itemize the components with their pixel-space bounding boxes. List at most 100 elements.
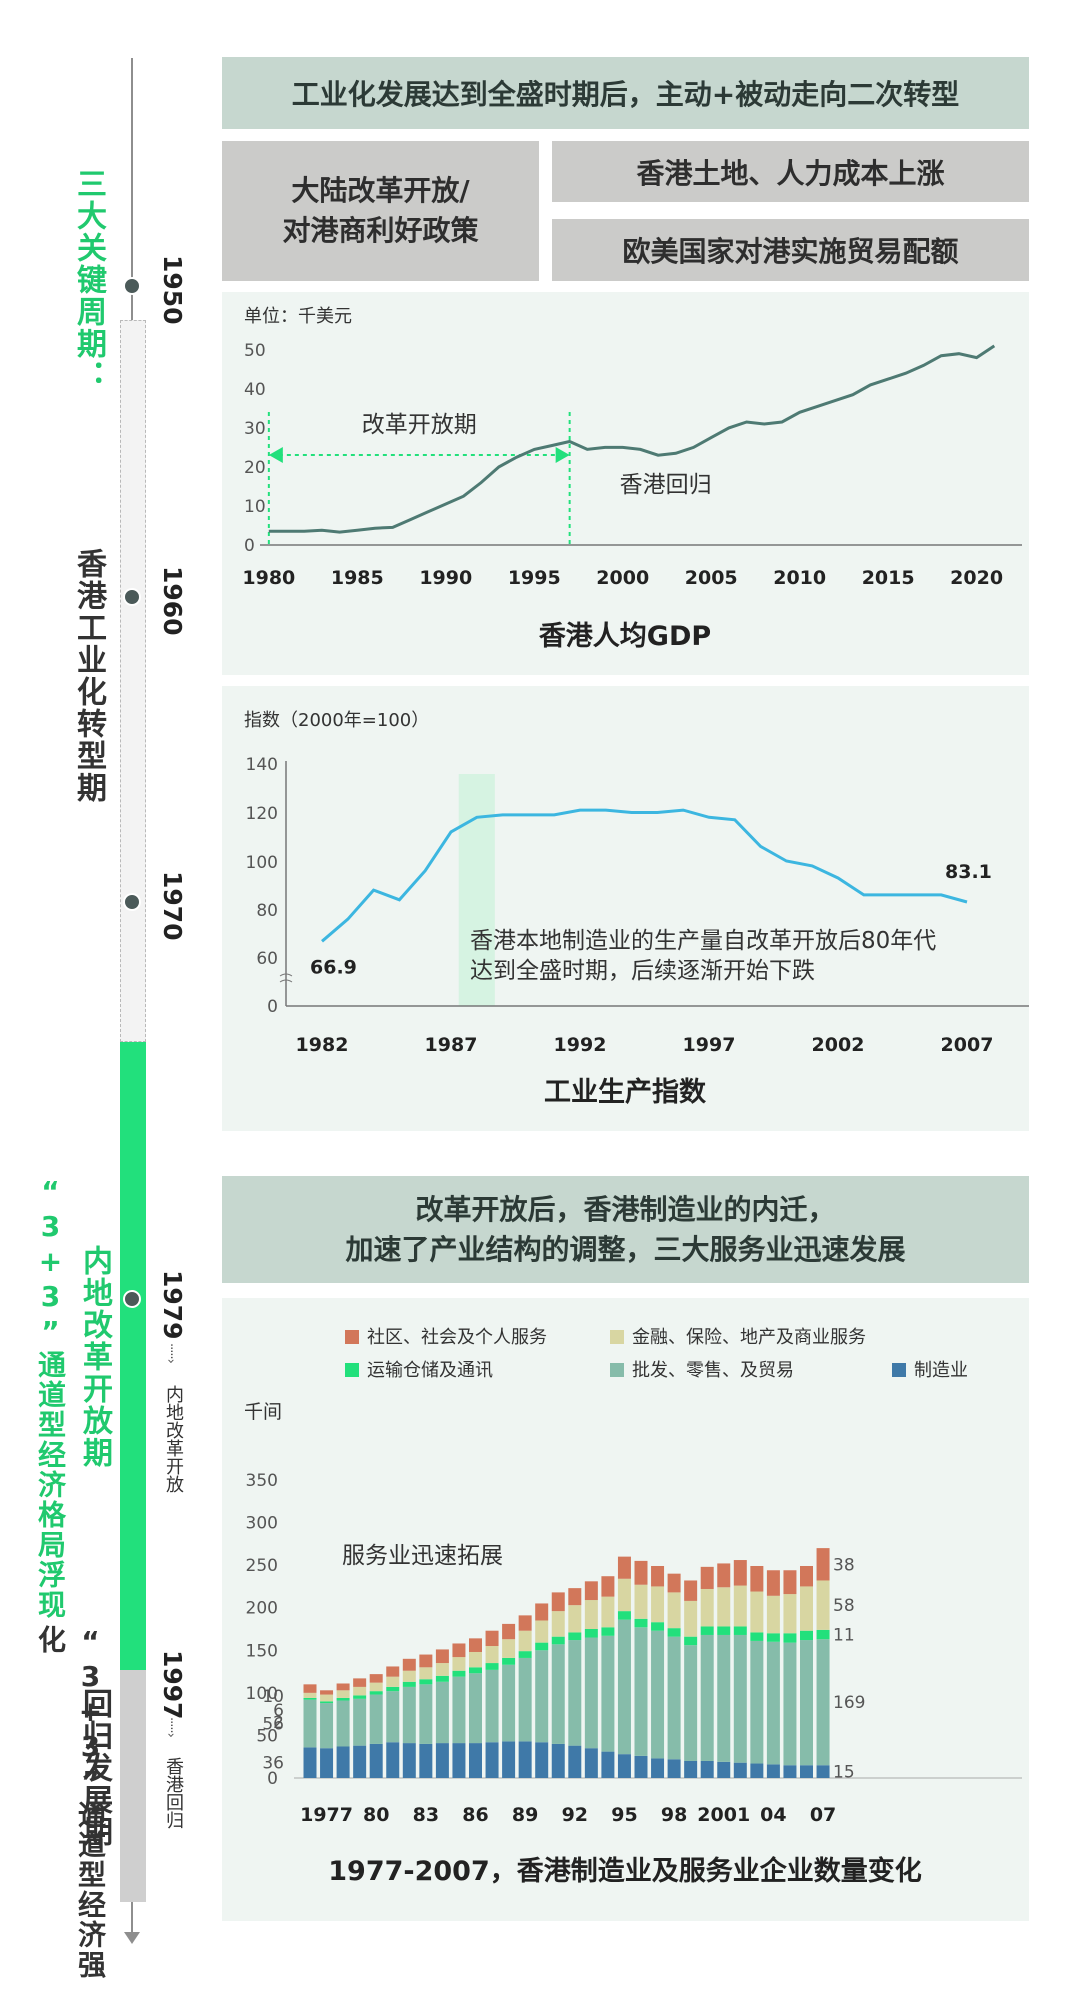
gdp-xtick-5: 2005 [685, 567, 738, 589]
gdp-arrow-left-icon [268, 447, 283, 463]
bar-2004-s0 [766, 1764, 780, 1778]
bar-1995-s2 [617, 1611, 631, 1620]
bar-1997-s1 [651, 1630, 665, 1759]
first-bar-label-0: 36 [262, 1754, 284, 1774]
bar-1998-s3 [667, 1592, 681, 1629]
bar-1986-s4 [469, 1638, 482, 1652]
bar-1977-s4 [320, 1690, 334, 1695]
bar-1980-s1 [369, 1694, 383, 1744]
enterprise-ytick-4: 200 [246, 1599, 278, 1619]
enterprise-x-ticks: 1977 80 83 86 89 92 95 98 2001 04 07 [300, 1804, 836, 1826]
bar-1983-s3 [419, 1667, 433, 1680]
bar-1989-s3 [518, 1630, 532, 1652]
bar-1999-s1 [684, 1645, 698, 1761]
bar-1983-s1 [419, 1684, 433, 1744]
bar-2005-s3 [783, 1594, 797, 1634]
bar-2006-s0 [800, 1765, 813, 1778]
bar-1990-s0 [535, 1742, 549, 1778]
bar-1997-s2 [651, 1622, 665, 1631]
bar-1979-s1 [353, 1698, 367, 1746]
bar-1988-s1 [502, 1664, 516, 1742]
bar-1994-s2 [601, 1627, 615, 1636]
bar-1991-s0 [551, 1743, 565, 1778]
bar-1997-s3 [651, 1586, 665, 1623]
bar-1997-s0 [651, 1758, 665, 1778]
bar-1995-s4 [617, 1556, 631, 1579]
bar-2003-s2 [750, 1632, 764, 1641]
bar-2000-s2 [700, 1626, 714, 1635]
bar-1985-s2 [452, 1670, 466, 1677]
banner-industrial-peak: 工业化发展达到全盛时期后，主动+被动走向二次转型 [222, 57, 1029, 129]
enterprise-y-ticks: 0 50 100 150 200 250 300 350 [246, 1471, 1022, 1789]
enterprise-xtick-2: 83 [413, 1804, 439, 1826]
bar-2004-s4 [766, 1570, 780, 1596]
ipi-peak-highlight [458, 774, 495, 1006]
ipi-unit-label: 指数（2000年=100） [244, 710, 429, 731]
enterprise-xtick-4: 89 [512, 1804, 538, 1826]
bar-1998-s1 [667, 1636, 681, 1760]
bar-1992-s2 [568, 1632, 582, 1641]
bar-1978-s2 [336, 1697, 350, 1701]
bar-2006-s1 [800, 1640, 813, 1766]
period-reform-title: 内地改革开放期 [77, 1245, 112, 1469]
bar-1999-s3 [684, 1600, 698, 1637]
bar-1995-s3 [617, 1578, 631, 1612]
gdp-ytick-0: 0 [244, 536, 255, 556]
bar-2000-s0 [700, 1760, 714, 1778]
bar-1982-s2 [402, 1681, 416, 1687]
bar-1994-s1 [601, 1635, 615, 1752]
bar-1994-s3 [601, 1596, 615, 1628]
enterprise-ytick-1: 50 [256, 1726, 278, 1746]
bar-2000-s3 [700, 1588, 714, 1627]
bar-2003-s1 [750, 1640, 764, 1764]
bar-1992-s3 [568, 1605, 582, 1633]
bar-1996-s2 [634, 1618, 648, 1628]
bar-1977-s0 [320, 1748, 334, 1778]
enterprise-xtick-3: 86 [462, 1804, 488, 1826]
ipi-xtick-3: 1997 [683, 1034, 736, 1056]
legend-swatch-4 [892, 1363, 906, 1377]
box-trade-quota: 欧美国家对港实施贸易配额 [552, 219, 1029, 281]
ipi-annotation-line2: 达到全盛时期，后续逐渐开始下跌 [470, 958, 815, 984]
ipi-xtick-5: 2007 [941, 1034, 994, 1056]
bar-1984-s2 [435, 1675, 449, 1682]
marker-1979-note: 内地改革开放 [163, 1385, 184, 1493]
gdp-xtick-4: 2000 [596, 567, 649, 589]
timeline-segment-reform [120, 1042, 146, 1670]
last-bar-label-0: 15 [833, 1763, 855, 1783]
period-return-title: 回归发展期 [77, 1688, 112, 1848]
bar-2007-s3 [816, 1580, 830, 1630]
bar-1981-s3 [386, 1676, 400, 1687]
marker-1997-dotted-arrow: ·····› [163, 1717, 178, 1737]
bar-2005-s4 [783, 1570, 797, 1595]
enterprise-ytick-5: 250 [246, 1556, 278, 1576]
bar-1999-s2 [684, 1636, 698, 1646]
ipi-ytick-1: 60 [256, 949, 278, 969]
bar-1982-s0 [402, 1743, 416, 1778]
legend-label-4: 制造业 [914, 1360, 968, 1381]
bar-1976-s2 [303, 1697, 317, 1700]
bar-1988-s3 [502, 1639, 516, 1658]
bar-2006-s3 [800, 1586, 813, 1631]
bar-2001-s2 [717, 1626, 731, 1635]
gdp-ytick-3: 30 [244, 419, 266, 439]
bar-1989-s0 [518, 1741, 532, 1778]
enterprise-xtick-1: 80 [363, 1804, 389, 1826]
ipi-ytick-2: 80 [256, 901, 278, 921]
bar-2006-s2 [800, 1630, 813, 1641]
period-industrial-transition: 香港工业化转型期 [71, 548, 106, 804]
bar-1997-s4 [651, 1565, 665, 1587]
legend-swatch-1 [610, 1330, 624, 1344]
bar-2003-s3 [750, 1591, 764, 1633]
first-bar-label-3: 6 [273, 1701, 284, 1721]
year-1997: 1997 [158, 1650, 187, 1720]
legend-swatch-0 [345, 1330, 359, 1344]
period-three-cycles: 三大关键周期： [71, 168, 106, 392]
bar-1993-s1 [584, 1637, 598, 1749]
bar-1980-s0 [369, 1743, 383, 1778]
bar-1995-s0 [617, 1754, 631, 1778]
gdp-xtick-6: 2010 [773, 567, 826, 589]
